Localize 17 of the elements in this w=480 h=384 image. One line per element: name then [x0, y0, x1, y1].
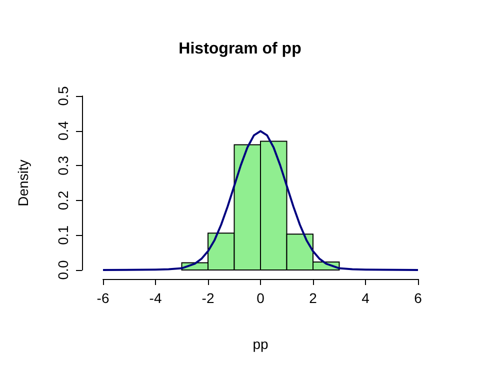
y-tick-label: 0.2	[55, 190, 71, 210]
x-tick-label: 6	[414, 290, 422, 306]
x-tick-label: -6	[96, 290, 110, 306]
x-tick-label: 2	[309, 290, 318, 306]
y-axis-title: Density	[15, 160, 31, 206]
chart-title: Histogram of pp	[178, 40, 302, 58]
y-tick-label: 0.3	[55, 156, 71, 176]
x-tick-label: 0	[256, 290, 265, 306]
y-tick-label: 0.0	[55, 260, 71, 280]
y-tick-label: 0.4	[55, 120, 71, 141]
line-series	[102, 130, 419, 271]
x-tick-label: -4	[149, 290, 162, 306]
x-axis-title: pp	[252, 336, 268, 352]
x-tick-label: 4	[362, 290, 370, 306]
y-tick-label: 0.1	[55, 225, 71, 245]
y-tick-label: 0.5	[55, 86, 71, 106]
x-tick-label: -2	[202, 290, 214, 306]
